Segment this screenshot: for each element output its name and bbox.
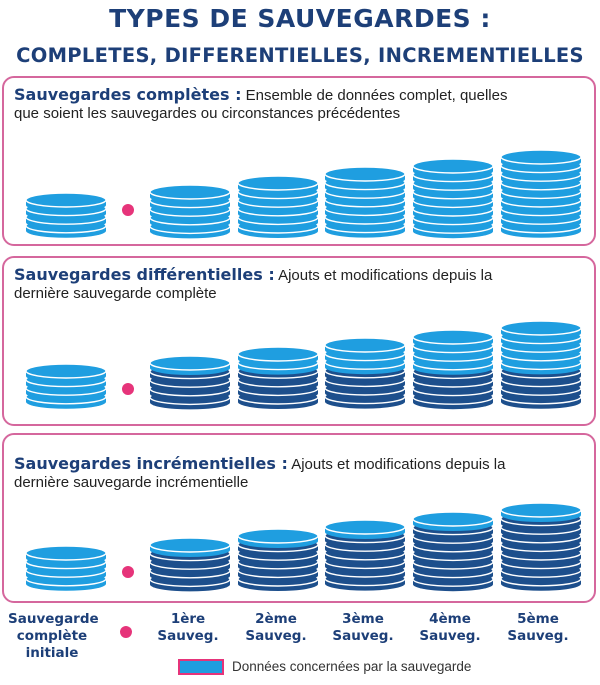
column-label-initial: Sauvegarde complète initiale	[8, 611, 99, 661]
panel-description-text: Ensemble de données complet, quelles que…	[14, 87, 508, 122]
disk-stack	[325, 166, 405, 238]
new-data-disk	[325, 337, 405, 358]
disk-top	[413, 511, 493, 527]
panel-differential-backup: Sauvegardes différentielles : Ajouts et …	[2, 256, 596, 426]
column-label-backup-1: 1ère Sauveg.	[157, 611, 219, 644]
disk-top	[413, 329, 493, 345]
disk-top	[150, 354, 230, 371]
new-data-disk	[238, 175, 318, 195]
separator-dot	[120, 626, 132, 638]
disk-top	[501, 149, 581, 165]
new-data-disk	[501, 502, 581, 523]
panel-full-backup: Sauvegardes complètes : Ensemble de donn…	[2, 76, 596, 246]
new-data-disk	[413, 329, 493, 349]
disk-stack	[325, 519, 405, 591]
disk-top	[26, 545, 106, 561]
disk-top	[501, 320, 581, 336]
panel-heading: Sauvegardes incrémentielles :	[14, 454, 288, 473]
column-label-backup-4: 4ème Sauveg.	[419, 611, 481, 644]
disk-stack	[413, 511, 493, 591]
disk-stack	[501, 149, 581, 238]
panel-description-text: Ajouts et modifications depuis la derniè…	[14, 456, 506, 491]
disk-top	[325, 166, 405, 183]
disk-stack	[26, 363, 106, 409]
disk-top	[238, 175, 318, 191]
new-data-disk	[26, 363, 106, 384]
disk-stack	[413, 158, 493, 238]
column-label-backup-3: 3ème Sauveg.	[332, 611, 394, 644]
legend: Données concernées par la sauvegarde	[178, 657, 538, 679]
disk-top	[413, 158, 493, 174]
new-data-disk	[413, 511, 493, 531]
new-data-disk	[26, 192, 106, 213]
disk-stack	[150, 183, 230, 238]
disk-top	[238, 528, 318, 544]
column-label-backup-5: 5ème Sauveg.	[507, 611, 569, 644]
legend-swatch	[178, 659, 224, 675]
separator-dot	[122, 383, 134, 395]
disk-top	[26, 192, 106, 208]
disk-stack	[150, 354, 230, 409]
disk-stack	[501, 320, 581, 409]
disk-stack	[26, 192, 106, 238]
panel-description-text: Ajouts et modifications depuis la derniè…	[14, 267, 493, 302]
diagram-subtitle: COMPLETES, DIFFERENTIELLES, INCREMENTIEL…	[16, 44, 584, 67]
panel-heading: Sauvegardes différentielles :	[14, 265, 275, 284]
diagram-title: TYPES DE SAUVEGARDES :	[109, 4, 491, 33]
disk-stack	[325, 337, 405, 409]
panel-heading: Sauvegardes complètes :	[14, 85, 242, 104]
new-data-disk	[413, 158, 493, 178]
separator-dot	[122, 566, 134, 578]
panel-description: Sauvegardes différentielles : Ajouts et …	[14, 266, 514, 303]
new-data-disk	[238, 528, 318, 548]
new-data-disk	[150, 354, 230, 375]
disk-stack	[501, 502, 581, 591]
panel-incremental-backup: Sauvegardes incrémentielles : Ajouts et …	[2, 433, 596, 603]
disk-stack	[413, 329, 493, 409]
new-data-disk	[150, 183, 230, 204]
new-data-disk	[501, 320, 581, 341]
disk-top	[26, 363, 106, 379]
disk-stack	[26, 545, 106, 591]
disk-top	[150, 183, 230, 200]
legend-text: Données concernées par la sauvegarde	[232, 659, 472, 674]
disk-stack	[238, 346, 318, 409]
disk-stack	[150, 536, 230, 591]
new-data-disk	[325, 166, 405, 187]
separator-dot	[122, 204, 134, 216]
new-data-disk	[325, 519, 405, 540]
disk-top	[238, 346, 318, 362]
disk-stack	[238, 175, 318, 238]
new-data-disk	[501, 149, 581, 170]
disk-top	[325, 337, 405, 354]
new-data-disk	[26, 545, 106, 566]
disk-top	[325, 519, 405, 536]
new-data-disk	[238, 346, 318, 366]
new-data-disk	[150, 536, 230, 557]
disk-top	[501, 502, 581, 518]
panel-description: Sauvegardes incrémentielles : Ajouts et …	[14, 455, 514, 492]
disk-top	[150, 536, 230, 553]
panel-description: Sauvegardes complètes : Ensemble de donn…	[14, 86, 514, 123]
column-label-backup-2: 2ème Sauveg.	[245, 611, 307, 644]
disk-stack	[238, 528, 318, 591]
